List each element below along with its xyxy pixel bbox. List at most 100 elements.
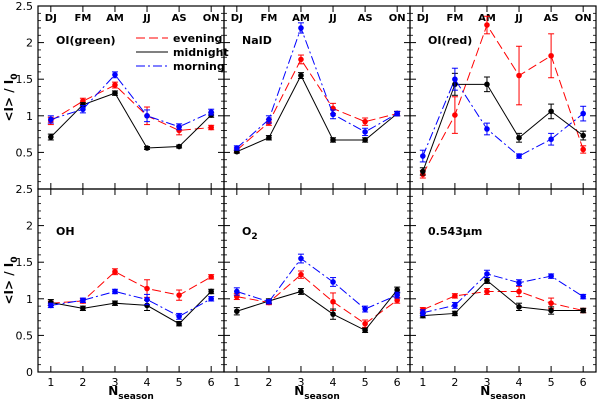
season-label: ON xyxy=(203,13,220,24)
data-point-evening xyxy=(516,72,522,79)
data-point-morning xyxy=(144,296,150,303)
series-midnight xyxy=(419,277,587,319)
data-point-evening xyxy=(516,288,522,295)
data-point-evening xyxy=(208,124,214,131)
x-tick-label: 3 xyxy=(297,376,304,389)
data-point-midnight xyxy=(144,145,150,151)
data-point-morning xyxy=(80,106,86,113)
data-point-evening xyxy=(580,146,586,153)
season-label: ON xyxy=(575,13,592,24)
panel-title: NaID xyxy=(242,34,272,47)
data-point-evening xyxy=(452,112,458,118)
x-tick-label: 5 xyxy=(548,376,555,389)
legend-label-evening: evening xyxy=(173,32,222,45)
data-point-morning xyxy=(144,113,150,119)
y-tick-label: 2 xyxy=(26,220,33,233)
x-tick-label: 3 xyxy=(111,376,118,389)
data-point-morning xyxy=(516,153,522,159)
x-tick-label: 4 xyxy=(330,376,337,389)
data-point-midnight xyxy=(420,168,426,175)
panel-frame xyxy=(223,188,411,373)
data-point-morning xyxy=(208,296,214,302)
series-line-morning xyxy=(50,290,212,317)
season-label: AM xyxy=(292,13,310,24)
data-point-morning xyxy=(298,255,304,262)
data-point-morning xyxy=(452,302,458,309)
data-point-midnight xyxy=(298,288,304,295)
data-point-morning xyxy=(580,293,586,300)
x-tick-label: 2 xyxy=(451,376,458,389)
series-line-morning xyxy=(50,74,212,128)
x-tick-label: 1 xyxy=(47,376,54,389)
data-point-midnight xyxy=(48,134,54,140)
data-point-midnight xyxy=(208,288,214,295)
series-line-morning xyxy=(236,257,398,310)
series-line-midnight xyxy=(50,92,212,149)
data-point-midnight xyxy=(298,72,304,79)
y-tick-label: 1.5 xyxy=(16,73,34,86)
data-point-evening xyxy=(362,118,368,125)
x-tick-label: 4 xyxy=(144,376,151,389)
data-point-evening xyxy=(176,292,182,298)
series-line-evening xyxy=(422,23,584,175)
data-point-midnight xyxy=(516,304,522,310)
data-point-morning xyxy=(208,109,214,115)
x-tick-label: 2 xyxy=(79,376,86,389)
data-point-morning xyxy=(330,111,336,118)
data-point-morning xyxy=(452,76,458,82)
data-point-midnight xyxy=(580,132,586,139)
series-evening xyxy=(419,15,587,179)
legend-label-midnight: midnight xyxy=(173,46,229,59)
series-line-evening xyxy=(50,271,212,304)
y-tick-label: 2.5 xyxy=(16,183,34,196)
data-point-morning xyxy=(420,153,426,159)
data-point-morning xyxy=(484,271,490,277)
series-line-midnight xyxy=(422,83,584,172)
y-tick-label: 1 xyxy=(26,293,33,306)
series-midnight xyxy=(47,90,215,151)
data-point-morning xyxy=(394,292,400,298)
data-point-midnight xyxy=(362,327,368,334)
data-point-evening xyxy=(484,22,490,28)
x-tick-label: 1 xyxy=(419,376,426,389)
data-point-midnight xyxy=(484,277,490,284)
series-morning xyxy=(233,22,401,151)
x-tick-label: 1 xyxy=(233,376,240,389)
season-label: AS xyxy=(544,13,559,24)
series-morning xyxy=(419,67,587,163)
data-point-evening xyxy=(548,52,554,59)
data-point-morning xyxy=(266,298,272,305)
data-point-morning xyxy=(362,129,368,135)
data-point-midnight xyxy=(80,102,86,108)
data-point-midnight xyxy=(330,137,336,143)
data-point-midnight xyxy=(176,143,182,150)
x-axis-label: Nseason xyxy=(480,384,526,402)
series-morning xyxy=(47,288,215,320)
data-point-morning xyxy=(234,145,240,151)
x-axis-label: Nseason xyxy=(108,384,154,402)
y-tick-label: 1.5 xyxy=(16,256,34,269)
data-point-evening xyxy=(362,320,368,327)
x-tick-label: 4 xyxy=(516,376,523,389)
data-point-evening xyxy=(452,293,458,299)
data-point-midnight xyxy=(452,310,458,317)
data-point-morning xyxy=(516,279,522,286)
data-point-midnight xyxy=(548,108,554,115)
data-point-morning xyxy=(234,288,240,295)
y-axis-label: <I> / I0 xyxy=(2,73,20,121)
panel-title: OI(red) xyxy=(428,34,472,47)
data-point-midnight xyxy=(548,307,554,314)
series-evening xyxy=(47,81,215,136)
x-tick-label: 3 xyxy=(483,376,490,389)
y-tick-label: 0 xyxy=(26,366,33,379)
panel-title: OH xyxy=(56,225,75,238)
data-point-midnight xyxy=(484,81,490,88)
data-point-evening xyxy=(548,300,554,306)
x-tick-label: 6 xyxy=(208,376,215,389)
panel-frame xyxy=(409,188,597,373)
series-line-evening xyxy=(236,273,398,325)
data-point-midnight xyxy=(234,308,240,315)
data-point-morning xyxy=(362,306,368,312)
